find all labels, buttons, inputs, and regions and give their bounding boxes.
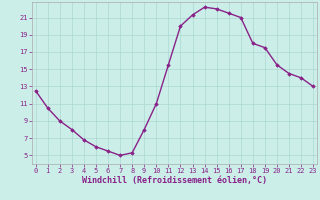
X-axis label: Windchill (Refroidissement éolien,°C): Windchill (Refroidissement éolien,°C) — [82, 176, 267, 185]
